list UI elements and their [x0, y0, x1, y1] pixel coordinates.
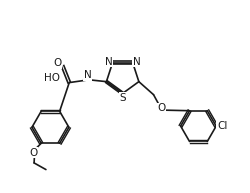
Text: O: O	[53, 58, 62, 68]
Text: S: S	[119, 93, 126, 103]
Text: O: O	[29, 148, 38, 158]
Text: Cl: Cl	[217, 121, 227, 131]
Text: O: O	[157, 103, 165, 113]
Text: N: N	[84, 70, 91, 80]
Text: N: N	[132, 57, 140, 67]
Text: N: N	[105, 57, 113, 67]
Text: HO: HO	[44, 73, 60, 83]
